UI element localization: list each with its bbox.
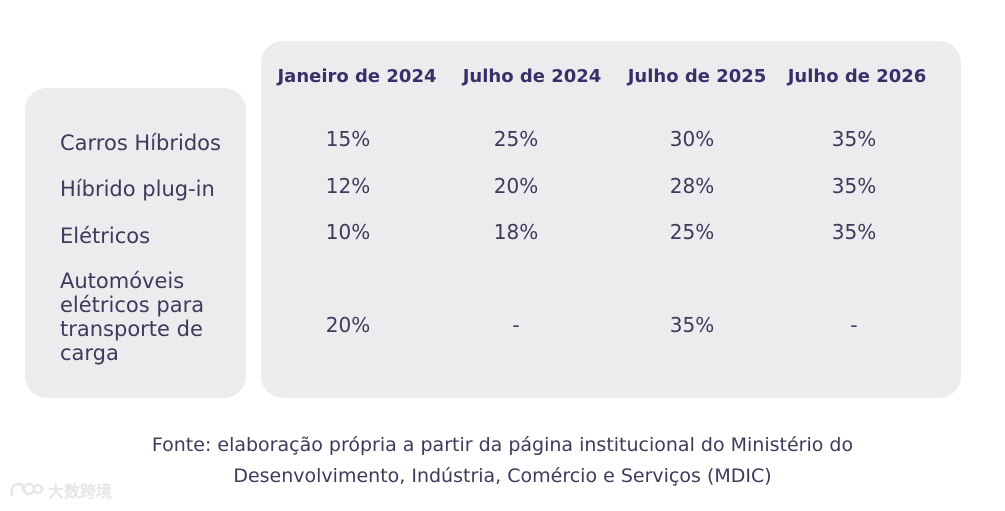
table-cell: 25% <box>669 220 715 244</box>
column-header-july-2025: Julho de 2025 <box>627 66 767 87</box>
values-panel <box>261 41 961 398</box>
table-cell: 20% <box>325 313 371 337</box>
column-header-july-2026: Julho de 2026 <box>787 66 927 87</box>
table-cell: 12% <box>325 174 371 198</box>
table-cell: 35% <box>831 127 877 151</box>
table-cell: 30% <box>669 127 715 151</box>
table-cell: 18% <box>493 220 539 244</box>
table-cell: - <box>850 313 858 337</box>
column-header-july-2024: Julho de 2024 <box>462 66 602 87</box>
column-header-january-2024: Janeiro de 2024 <box>277 66 437 87</box>
table-cell: 35% <box>831 174 877 198</box>
source-line-2: Desenvolvimento, Indústria, Comércio e S… <box>233 465 772 487</box>
row-label-electric-cargo-vehicles: Automóveis elétricos para transporte de … <box>60 269 205 365</box>
table-cell: 10% <box>325 220 371 244</box>
row-labels-panel <box>25 88 246 398</box>
source-caption: Fonte: elaboração própria a partir da pá… <box>0 430 1005 492</box>
table-cell: 35% <box>669 313 715 337</box>
source-line-1: Fonte: elaboração própria a partir da pá… <box>151 434 854 456</box>
watermark-logo-icon <box>10 482 44 497</box>
table-cell: 25% <box>493 127 539 151</box>
table-cell: 20% <box>493 174 539 198</box>
table-cell: 35% <box>831 220 877 244</box>
row-label-electric: Elétricos <box>60 224 151 248</box>
watermark: 大数跨境 <box>8 478 112 502</box>
table-cell: 15% <box>325 127 371 151</box>
row-label-plug-in-hybrid: Híbrido plug-in <box>60 177 215 201</box>
watermark-text: 大数跨境 <box>48 482 113 501</box>
table-cell: - <box>512 313 520 337</box>
table-cell: 28% <box>669 174 715 198</box>
row-label-hybrid-cars: Carros Híbridos <box>60 131 221 155</box>
